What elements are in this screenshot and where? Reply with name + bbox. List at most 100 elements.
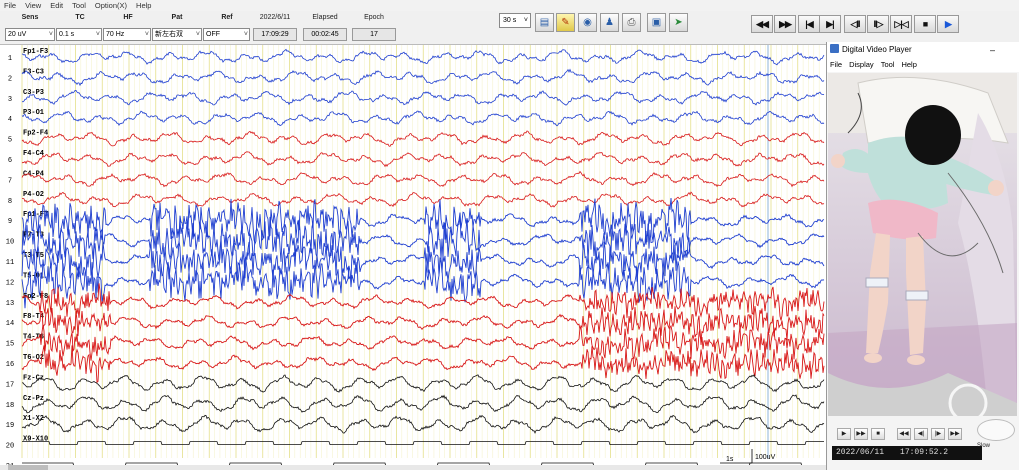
video-app-icon xyxy=(830,44,839,53)
horizontal-scrollbar[interactable] xyxy=(0,465,826,470)
hf-label: HF xyxy=(123,14,133,21)
video-time: 17:09:52.2 xyxy=(900,448,949,457)
step-forward-button[interactable]: ▶| xyxy=(819,15,841,33)
eeg-waveform-area[interactable]: 1 Fp1-F3 2 F3-C3 3 C3-P3 4 P3-O1 5 Fp2-F4 6 F4-C4 7 C… xyxy=(0,45,826,470)
video-timestamp: 2022/06/11 17:09:52.2 xyxy=(832,446,982,460)
channel-trace xyxy=(21,68,825,87)
minimize-button[interactable]: – xyxy=(989,45,995,55)
channel-row: 8 P4-O2 xyxy=(8,191,825,208)
video-menu-tool[interactable]: Tool xyxy=(880,60,895,69)
save-icon[interactable]: ▤ xyxy=(535,13,554,32)
eeg-canvas[interactable]: 1 Fp1-F3 2 F3-C3 3 C3-P3 4 P3-O1 5 Fp2-F4 6 F4-C4 7 C… xyxy=(0,45,826,470)
channel-trace xyxy=(21,305,825,341)
forward-fast-button[interactable]: ▶▶ xyxy=(774,15,796,33)
channel-number: 8 xyxy=(8,198,12,206)
channel-label[interactable]: X1-X2 xyxy=(23,415,44,423)
chevron-down-icon: ˅ xyxy=(523,17,528,24)
menu-item-edit[interactable]: Edit xyxy=(50,1,64,10)
channel-label[interactable]: C3-P3 xyxy=(23,89,44,97)
video-forward-button[interactable]: ▶▶ xyxy=(948,428,962,440)
stop-button[interactable]: ■ xyxy=(914,15,936,33)
step-back-button[interactable]: |◀ xyxy=(798,15,820,33)
menu-item-help[interactable]: Help xyxy=(136,1,152,10)
hf-select[interactable]: 70 Hz ˅ xyxy=(103,28,151,41)
montage-icon[interactable]: ◉ xyxy=(578,13,597,32)
video-step-forward-button[interactable]: |▶ xyxy=(931,428,945,440)
clock-display: 17:09:29 xyxy=(253,28,297,41)
menu-item-view[interactable]: View xyxy=(25,1,42,10)
channel-trace xyxy=(21,89,825,106)
epoch-length-select[interactable]: 30 s ˅ xyxy=(499,13,531,28)
channel-label[interactable]: P4-O2 xyxy=(23,191,44,199)
channel-trace xyxy=(21,48,825,66)
tc-value: 0.1 s xyxy=(59,31,75,38)
video-stop-button[interactable]: ■ xyxy=(871,428,885,440)
toolbar: Sens 20 uV ˅ TC 0.1 s ˅ HF 70 Hz ˅ Pat 新左右双… xyxy=(0,11,1019,45)
video-menu-display[interactable]: Display xyxy=(849,60,874,69)
print-icon[interactable]: ⎙ xyxy=(622,13,641,32)
page-back-button[interactable]: ◁II xyxy=(844,15,866,33)
video-date: 2022/06/11 xyxy=(836,448,885,457)
speed-dial[interactable] xyxy=(977,419,1015,441)
channel-label[interactable]: C4-P4 xyxy=(23,170,44,178)
channel-trace xyxy=(21,283,825,321)
channel-label[interactable]: T4-T6 xyxy=(23,334,44,342)
channel-label[interactable]: Fp2-F4 xyxy=(23,130,48,138)
channel-trace xyxy=(21,110,825,127)
channel-row: 17 Fz-Cz xyxy=(6,373,825,393)
channel-number: 6 xyxy=(8,157,12,165)
channel-row: 12 T5-O1 xyxy=(6,257,825,309)
jump-button[interactable]: ▷|◁ xyxy=(890,15,912,33)
export-icon[interactable]: ➤ xyxy=(669,13,688,32)
page-forward-button[interactable]: II▷ xyxy=(867,15,889,33)
channel-number: 9 xyxy=(8,218,12,226)
rewind-fast-button[interactable]: ◀◀ xyxy=(751,15,773,33)
channel-number: 1 xyxy=(8,55,12,63)
play-button[interactable]: ▶ xyxy=(937,15,959,33)
eeg-grid xyxy=(21,45,820,458)
channel-trace xyxy=(21,215,825,264)
channel-label[interactable]: Fp2-F8 xyxy=(23,293,48,301)
video-player-window[interactable]: Digital Video Player – File Display Tool He… xyxy=(826,42,1019,470)
channel-label[interactable]: Fz-Cz xyxy=(23,374,44,382)
ref-value: OFF xyxy=(206,31,220,38)
menu-item-tool[interactable]: Tool xyxy=(72,1,86,10)
pat-select[interactable]: 新左右双 ˅ xyxy=(152,28,202,41)
annotation-icon[interactable]: ✎ xyxy=(556,13,575,32)
channel-label[interactable]: T5-O1 xyxy=(23,272,44,280)
video-play-button[interactable]: ▶ xyxy=(837,428,851,440)
channel-label[interactable]: X9-X10 xyxy=(23,436,48,444)
video-menu-file[interactable]: File xyxy=(830,60,843,69)
screenshot-icon[interactable]: ▣ xyxy=(647,13,666,32)
channel-trace xyxy=(21,235,825,282)
menu-item-file[interactable]: File xyxy=(4,1,17,10)
menu-item-optionx[interactable]: Option(X) xyxy=(94,1,128,10)
time-scale-label: 1s xyxy=(726,456,734,463)
channel-row: 3 C3-P3 xyxy=(8,89,825,106)
channel-trace xyxy=(21,170,825,188)
epoch-length-value: 30 s xyxy=(503,17,517,24)
video-step-back-button[interactable]: ◀| xyxy=(914,428,928,440)
channel-label[interactable]: F4-C4 xyxy=(23,150,44,158)
channel-label[interactable]: T6-O2 xyxy=(23,354,44,362)
elapsed-label: Elapsed xyxy=(312,14,338,21)
ref-select[interactable]: OFF ˅ xyxy=(203,28,250,41)
channel-label[interactable]: F8-T4 xyxy=(23,313,44,321)
channel-trace xyxy=(21,373,825,393)
video-menu-bar: File Display Tool Help xyxy=(827,58,1019,72)
video-menu-help[interactable]: Help xyxy=(901,60,917,69)
channel-label[interactable]: P3-O1 xyxy=(23,109,44,117)
channel-trace xyxy=(21,130,825,147)
channel-label[interactable]: Cz-Pz xyxy=(23,395,44,403)
channel-label[interactable]: F3-C3 xyxy=(23,68,44,76)
channel-label[interactable]: Fp1-F3 xyxy=(23,48,48,56)
channel-trace xyxy=(22,441,824,445)
channel-row: 18 Cz-Pz xyxy=(6,394,825,414)
sens-select[interactable]: 20 uV ˅ xyxy=(5,28,55,41)
video-rewind-button[interactable]: ◀◀ xyxy=(897,428,911,440)
patient-icon[interactable]: ♟ xyxy=(600,13,619,32)
tc-select[interactable]: 0.1 s ˅ xyxy=(56,28,102,41)
scrollbar-thumb[interactable] xyxy=(8,465,48,470)
video-fast-play-button[interactable]: ▶▶ xyxy=(854,428,868,440)
